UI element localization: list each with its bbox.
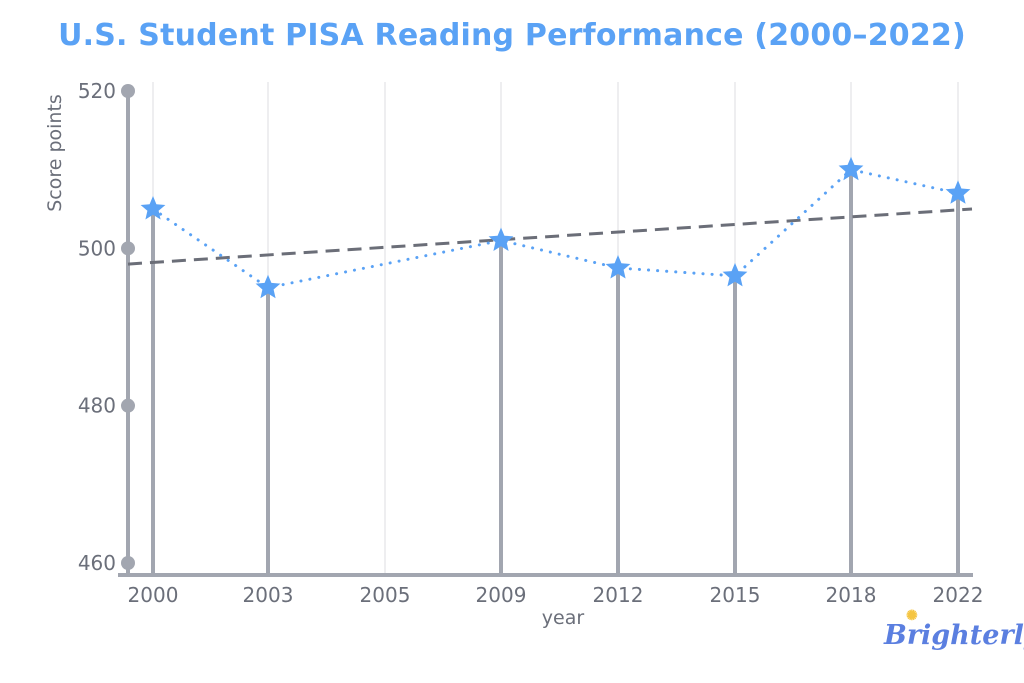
y-tick-dot (121, 398, 135, 413)
y-tick-dot (121, 84, 135, 98)
y-tick-label: 460 (78, 551, 116, 575)
data-point-star (945, 180, 971, 204)
x-tick-label: 2015 (710, 583, 761, 607)
chart-title: U.S. Student PISA Reading Performance (2… (58, 18, 966, 53)
data-point-star (255, 274, 281, 299)
x-tick-label: 2018 (826, 583, 877, 607)
y-tick-dot (121, 241, 135, 256)
data-point-star (605, 255, 631, 279)
x-tick-label: 2012 (593, 583, 644, 607)
data-point-star (140, 196, 166, 220)
x-tick-label: 2022 (933, 583, 984, 607)
x-tick-label: 2003 (243, 583, 294, 607)
data-point-star (838, 156, 864, 181)
data-point-star (722, 262, 748, 287)
y-tick-label: 520 (78, 79, 116, 103)
x-tick-label: 2005 (360, 583, 411, 607)
brighterly-logo: ✺Brighterly (884, 608, 1024, 651)
trend-line (127, 207, 973, 266)
data-point-star (488, 227, 514, 251)
y-tick-label: 500 (78, 236, 116, 260)
y-axis-label: Score points (44, 94, 66, 212)
y-tick-label: 480 (78, 394, 116, 418)
x-tick-label: 2000 (128, 583, 179, 607)
y-tick-dot (121, 556, 135, 570)
series-line (151, 168, 960, 290)
x-tick-label: 2009 (476, 583, 527, 607)
x-axis-label: year (542, 607, 585, 629)
